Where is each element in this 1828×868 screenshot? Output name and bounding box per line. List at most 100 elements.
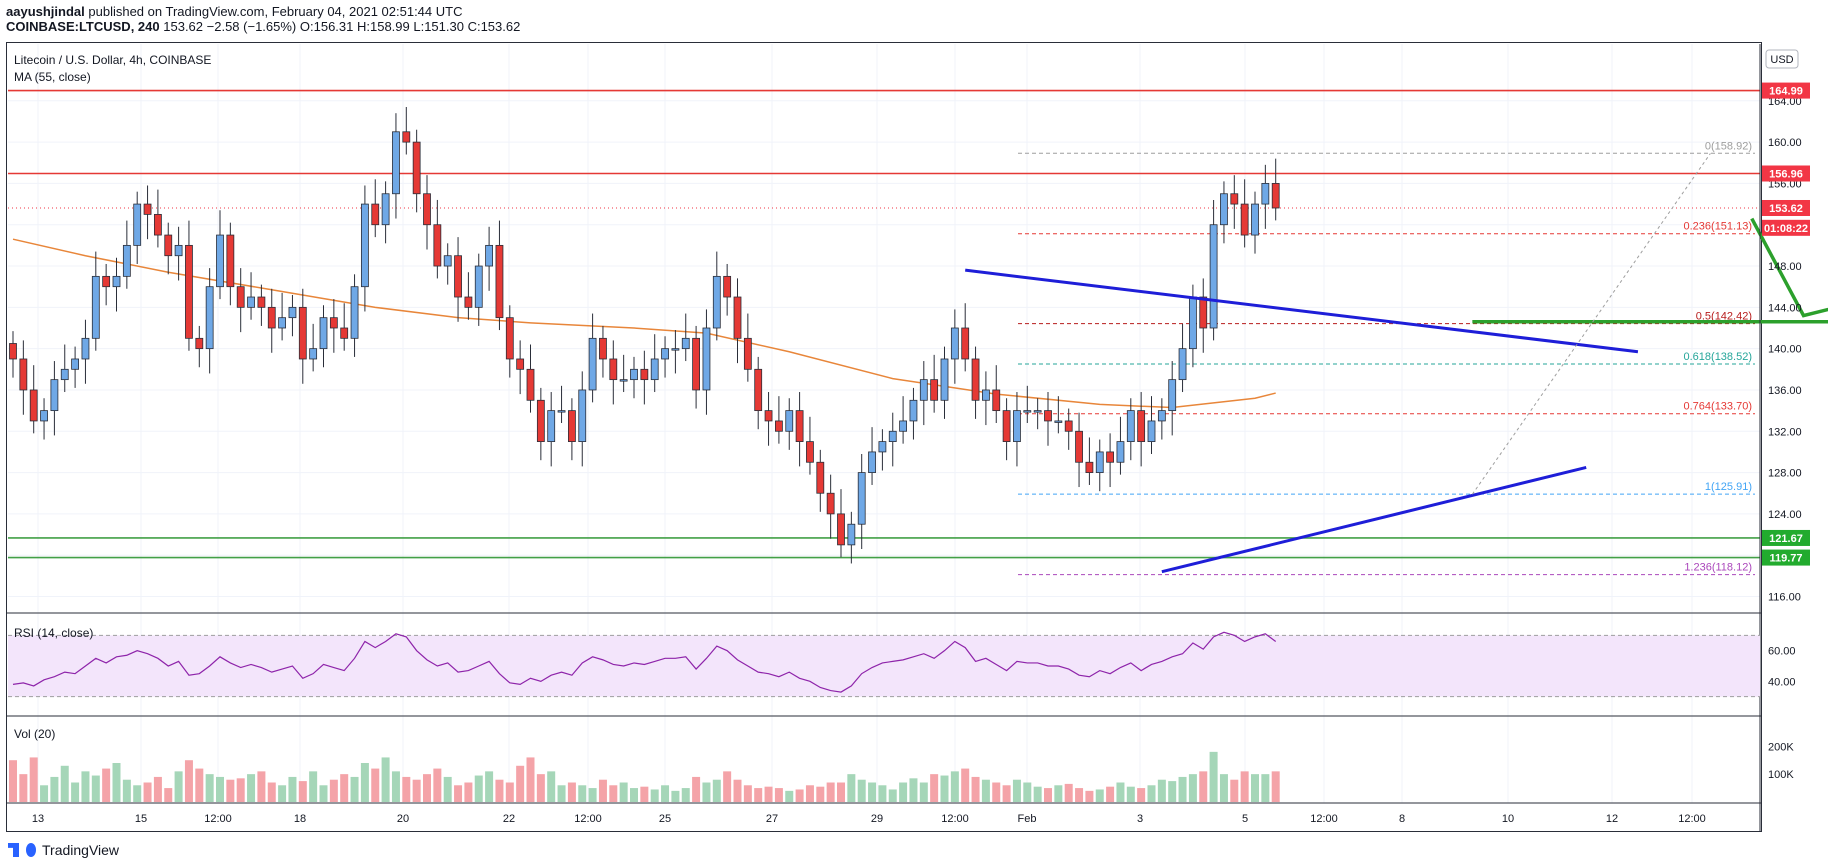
candle-body (899, 420, 907, 432)
volume-bar (578, 785, 587, 802)
publisher-name[interactable]: aayushjindal (6, 4, 85, 19)
y-tick-label: 148.00 (1768, 261, 1802, 273)
candle-body (9, 343, 17, 360)
volume-bar (298, 781, 307, 802)
volume-bar (899, 782, 908, 802)
candle-body (226, 234, 235, 288)
volume-bar (122, 779, 131, 802)
volume-bar (557, 785, 566, 802)
candle-body (733, 296, 742, 339)
volume-bar (702, 782, 711, 802)
candle-body (454, 255, 462, 298)
volume-bar (381, 757, 390, 802)
candle-body (609, 358, 618, 381)
volume-bar (40, 785, 49, 802)
volume-bar (319, 785, 328, 802)
candle-body (1261, 183, 1270, 205)
candle-body (578, 389, 587, 442)
fib-level-label: 0.618(138.52) (1684, 351, 1753, 363)
currency-button[interactable]: USD (1765, 49, 1799, 69)
volume-bar (360, 763, 369, 802)
volume-bar (1126, 786, 1135, 802)
price-tag-label: 01:08:22 (1764, 223, 1808, 235)
volume-bar (609, 785, 618, 802)
candle-body (1199, 296, 1208, 329)
tradingview-dot-icon (26, 843, 36, 857)
candle-body (185, 244, 193, 339)
volume-bar (184, 760, 193, 802)
candle-body (1240, 203, 1249, 236)
candle-body (329, 317, 338, 329)
volume-bar (1219, 774, 1228, 802)
candle-body (816, 461, 825, 494)
volume-bar (837, 782, 845, 802)
volume-bar (112, 763, 121, 802)
volume-bar (816, 786, 825, 802)
candle-body (785, 410, 794, 432)
candle-body (837, 513, 845, 546)
volume-bar (495, 779, 504, 802)
volume-bar (630, 788, 638, 802)
candle-body (288, 306, 297, 319)
volume-bar (1157, 779, 1166, 802)
volume-bar (743, 785, 752, 802)
candle-body (1178, 348, 1187, 381)
volume-bar (547, 771, 556, 802)
volume-bar (102, 768, 111, 802)
x-tick-label: 25 (659, 813, 671, 825)
candle-body (764, 410, 773, 422)
candle-body (1251, 203, 1259, 236)
rsi-band (8, 635, 1760, 697)
volume-bar (681, 788, 690, 802)
volume-bar (536, 774, 545, 802)
candle-body (754, 368, 763, 412)
candle-body (309, 348, 318, 360)
volume-bar (888, 789, 897, 802)
x-tick-label: 12 (1606, 813, 1618, 825)
volume-bar (164, 788, 173, 802)
candle-body (930, 379, 939, 401)
candle-body (19, 358, 28, 391)
candle-body (1116, 441, 1125, 463)
volume-bar (1240, 771, 1249, 802)
candle-body (526, 368, 535, 401)
candle-body (247, 296, 255, 308)
volume-bar (723, 771, 732, 802)
fib-level-label: 1.236(118.12) (1684, 562, 1752, 574)
candle-body (557, 410, 566, 413)
candle-body (267, 306, 276, 329)
y-tick-label: 132.00 (1768, 426, 1802, 438)
volume-bar (961, 768, 970, 802)
candle-body (1209, 224, 1218, 329)
y-tick-label: 140.00 (1768, 344, 1802, 356)
volume-bar (619, 782, 628, 802)
volume-bar (1261, 774, 1270, 802)
volume-bar (216, 776, 224, 802)
volume-bar (1147, 785, 1156, 802)
volume-bar (329, 779, 338, 802)
volume-bar (516, 765, 525, 802)
triangle-upper-trendline (965, 268, 1639, 354)
x-tick-label: 15 (135, 813, 147, 825)
candle-body (112, 275, 121, 288)
ohlc-values: O:156.31 H:158.99 L:151.30 C:153.62 (299, 19, 521, 34)
ma-label: MA (55, close) (14, 70, 91, 84)
volume-bar (878, 785, 887, 802)
volume-bar (29, 757, 38, 802)
rsi-label: RSI (14, close) (14, 626, 93, 640)
x-tick-label: 5 (1242, 813, 1248, 825)
volume-bar (1106, 786, 1115, 802)
candle-body (568, 410, 576, 443)
volume-bar (754, 788, 763, 802)
candle-body (650, 358, 659, 381)
candle-body (640, 368, 649, 381)
volume-bar (474, 775, 483, 802)
last-price: 153.62 (163, 19, 204, 34)
candle-body (1013, 410, 1021, 443)
volume-bar (712, 779, 721, 802)
candle-body (1220, 193, 1228, 226)
volume-bar (661, 785, 670, 802)
tradingview-logo[interactable]: TradingView (8, 842, 119, 858)
y-tick-label: 116.00 (1768, 592, 1801, 604)
